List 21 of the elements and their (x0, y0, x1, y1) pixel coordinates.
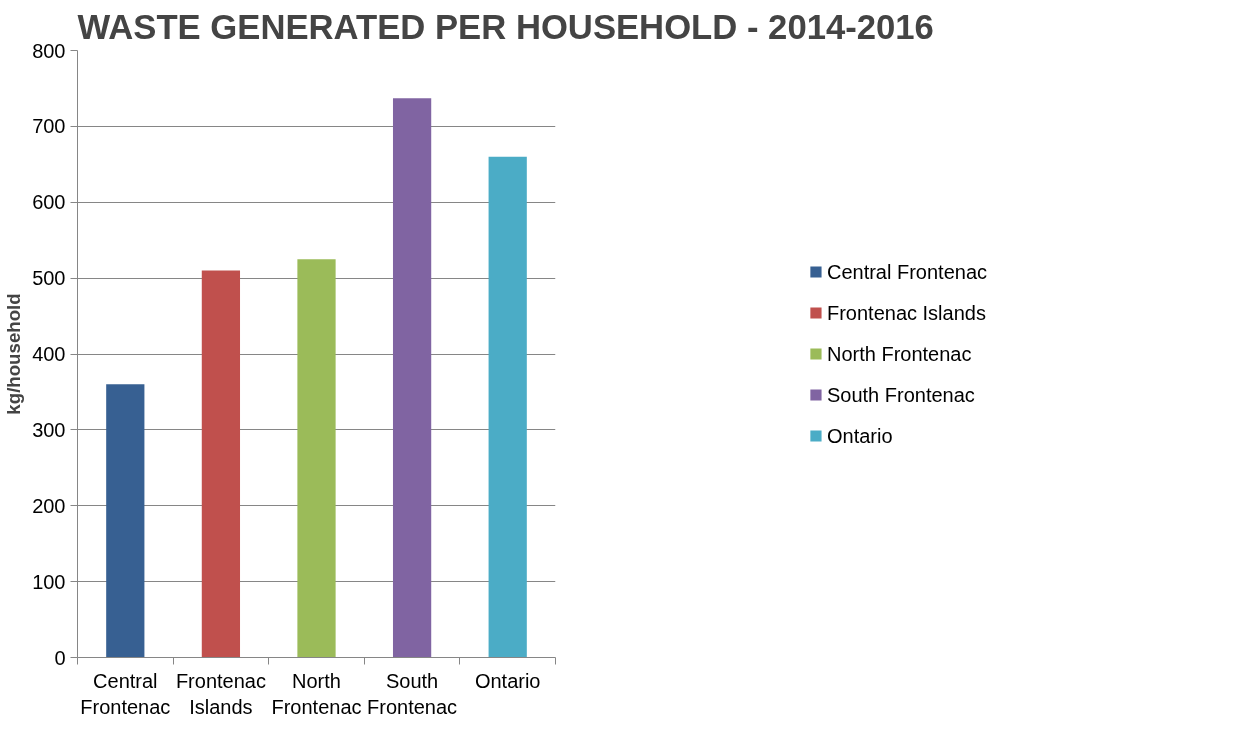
x-tick-label: South Frontenac (367, 669, 458, 718)
y-tick-label: 800 (32, 39, 66, 62)
legend-label: Ontario (826, 424, 893, 447)
x-tick-label: Frontenac Islands (175, 669, 266, 718)
y-tick-label: 600 (32, 191, 66, 214)
y-tick-label: 700 (32, 115, 66, 138)
y-tick-label: 300 (32, 418, 66, 441)
x-tick-label: Central Frontenac (80, 669, 171, 718)
x-tick-label: North Frontenac (271, 669, 362, 718)
legend-label: Frontenac Islands (826, 301, 986, 324)
chart-title: WASTE GENERATED PER HOUSEHOLD - 2014-2016 (77, 7, 934, 46)
y-tick-label: 200 (32, 494, 66, 517)
y-tick-label: 100 (32, 570, 66, 593)
y-tick-label: 500 (32, 267, 66, 290)
legend-label: South Frontenac (826, 383, 975, 406)
legend-label: Central Frontenac (826, 260, 988, 283)
y-axis-title: kg/household (3, 293, 25, 415)
y-tick-label: 0 (54, 646, 66, 669)
legend-label: North Frontenac (826, 342, 972, 365)
x-tick-label: Ontario (474, 669, 541, 692)
y-tick-label: 400 (32, 343, 66, 365)
